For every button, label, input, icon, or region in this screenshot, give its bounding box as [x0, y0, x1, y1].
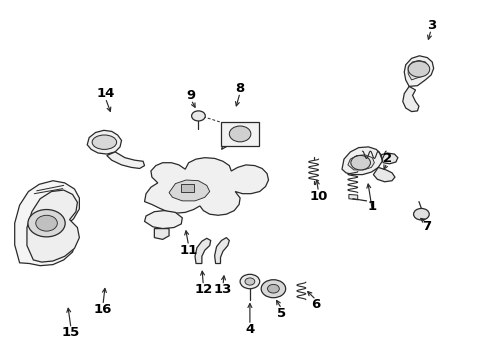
Polygon shape	[27, 190, 79, 262]
Text: 1: 1	[368, 201, 377, 213]
Polygon shape	[342, 147, 382, 175]
Circle shape	[245, 278, 255, 285]
Polygon shape	[348, 155, 374, 170]
Polygon shape	[404, 56, 434, 86]
Text: 13: 13	[214, 283, 232, 296]
Text: 7: 7	[422, 220, 431, 233]
Polygon shape	[215, 238, 229, 264]
Circle shape	[414, 208, 429, 220]
Text: 10: 10	[309, 190, 328, 203]
Circle shape	[229, 126, 251, 142]
Polygon shape	[349, 194, 358, 200]
Circle shape	[408, 61, 430, 77]
Text: 15: 15	[62, 327, 80, 339]
Circle shape	[192, 111, 205, 121]
Text: 6: 6	[312, 298, 320, 311]
Polygon shape	[195, 238, 211, 264]
Circle shape	[28, 210, 65, 237]
Text: 4: 4	[245, 323, 254, 336]
Circle shape	[36, 215, 57, 231]
Polygon shape	[221, 122, 259, 146]
Text: 12: 12	[194, 283, 213, 296]
Polygon shape	[145, 158, 269, 215]
Polygon shape	[169, 180, 210, 201]
Ellipse shape	[92, 135, 117, 149]
Text: 3: 3	[427, 19, 436, 32]
Polygon shape	[15, 181, 79, 266]
Polygon shape	[408, 60, 429, 80]
Circle shape	[261, 280, 286, 298]
Polygon shape	[107, 152, 145, 168]
Polygon shape	[403, 86, 419, 112]
Text: 14: 14	[96, 87, 115, 100]
Circle shape	[240, 274, 260, 289]
Polygon shape	[381, 153, 398, 164]
Text: 5: 5	[277, 307, 286, 320]
Polygon shape	[87, 130, 122, 154]
Circle shape	[351, 156, 370, 170]
Text: 2: 2	[383, 152, 392, 165]
Polygon shape	[181, 184, 194, 192]
Text: 11: 11	[179, 244, 198, 257]
Polygon shape	[145, 211, 182, 229]
Polygon shape	[154, 229, 169, 239]
Text: 16: 16	[94, 303, 112, 316]
Text: 8: 8	[236, 82, 245, 95]
Text: 9: 9	[187, 89, 196, 102]
Polygon shape	[221, 123, 259, 149]
Polygon shape	[373, 167, 395, 182]
Circle shape	[268, 284, 279, 293]
